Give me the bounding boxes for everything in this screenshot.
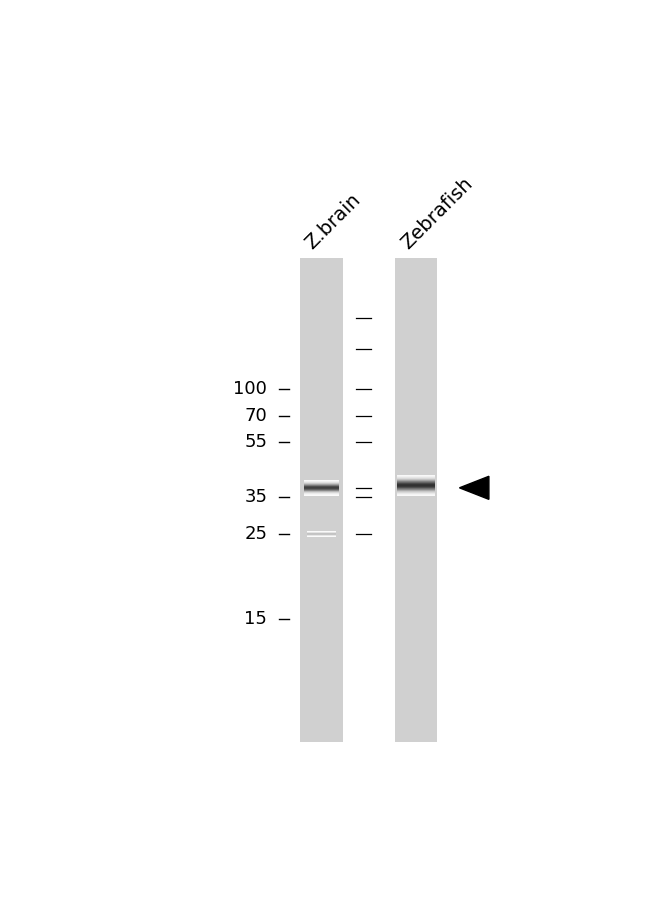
Text: 55: 55 [244,433,267,450]
Bar [300,259,343,742]
Text: 15: 15 [244,610,267,628]
Polygon shape [460,476,489,499]
Text: 70: 70 [244,407,267,426]
Text: Z.brain: Z.brain [302,191,365,253]
Text: Zebrafish: Zebrafish [397,174,476,253]
Text: 100: 100 [233,380,267,398]
Bar [395,259,437,742]
Text: 25: 25 [244,525,267,543]
Text: 35: 35 [244,488,267,506]
